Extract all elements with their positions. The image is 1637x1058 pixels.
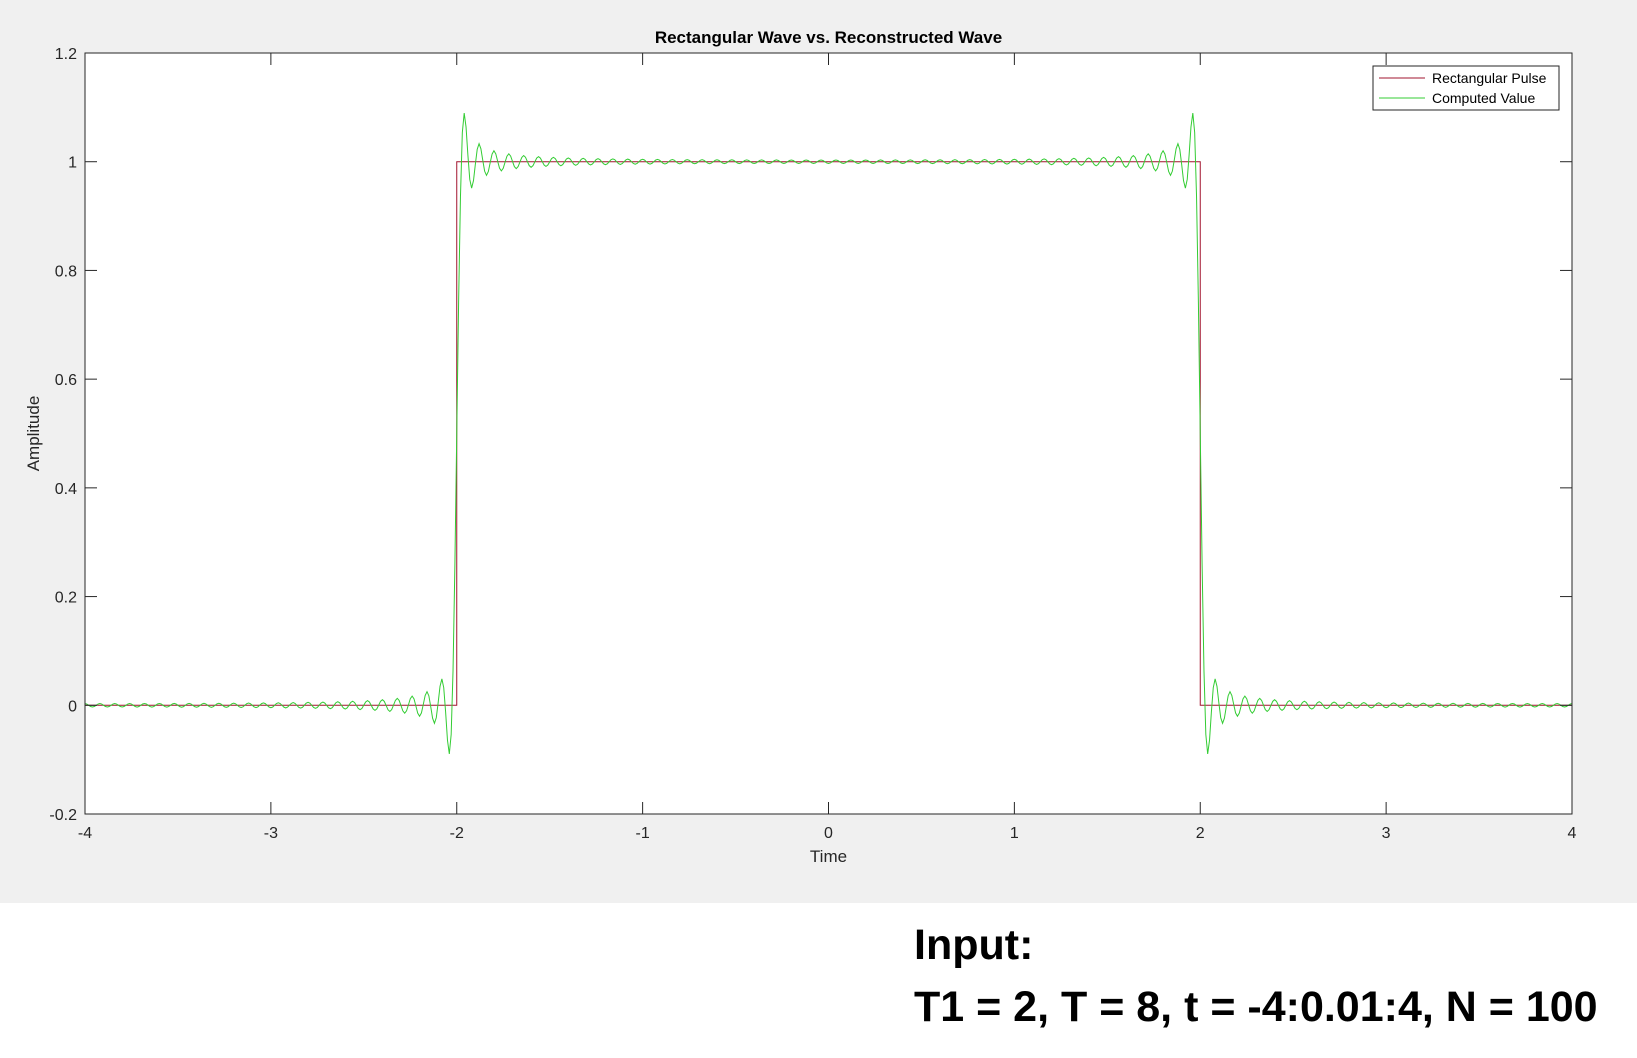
y-tick-label: 1.2 bbox=[55, 46, 77, 63]
x-tick-label: 4 bbox=[1568, 825, 1577, 842]
y-tick-label: 1 bbox=[68, 155, 77, 172]
x-tick-label: -1 bbox=[636, 825, 650, 842]
legend: Rectangular Pulse Computed Value bbox=[1372, 65, 1560, 111]
y-tick-label: 0.4 bbox=[55, 481, 77, 498]
caption-title: Input: bbox=[914, 921, 1034, 969]
y-tick-label: -0.2 bbox=[49, 807, 77, 824]
legend-box bbox=[1372, 65, 1560, 111]
series-line-rectangular-pulse bbox=[85, 161, 1572, 706]
y-tick-label: 0.6 bbox=[55, 372, 77, 389]
series-line-computed-value bbox=[85, 112, 1572, 755]
y-tick-label: 0 bbox=[68, 698, 77, 715]
y-axis-label: Amplitude bbox=[24, 396, 43, 472]
plot-area bbox=[85, 53, 1572, 814]
caption-params: T1 = 2, T = 8, t = -4:0.01:4, N = 100 bbox=[914, 983, 1598, 1031]
x-tick-label: 0 bbox=[824, 825, 833, 842]
chart-title: Rectangular Wave vs. Reconstructed Wave bbox=[655, 28, 1002, 47]
x-tick-label: -4 bbox=[78, 825, 92, 842]
x-axis-label: Time bbox=[810, 847, 847, 866]
series-group bbox=[85, 112, 1572, 755]
figure-window: -4 -3 -2 -1 0 1 2 3 4 -0.2 0 0.2 0.4 0.6 0.8 1 1.2 Rectan… bbox=[0, 0, 1637, 903]
legend-entry-label: Rectangular Pulse bbox=[1432, 70, 1547, 86]
legend-entry-label: Computed Value bbox=[1432, 90, 1535, 106]
y-tick-label: 0.8 bbox=[55, 263, 77, 280]
x-tick-label: 1 bbox=[1010, 825, 1019, 842]
x-tick-label: 3 bbox=[1382, 825, 1391, 842]
x-tick-label: -2 bbox=[450, 825, 464, 842]
x-tick-label: 2 bbox=[1196, 825, 1205, 842]
chart: -4 -3 -2 -1 0 1 2 3 4 -0.2 0 0.2 0.4 0.6 0.8 1 1.2 Rectan… bbox=[24, 28, 1577, 866]
x-tick-label: -3 bbox=[264, 825, 278, 842]
y-tick-label: 0.2 bbox=[55, 590, 77, 607]
